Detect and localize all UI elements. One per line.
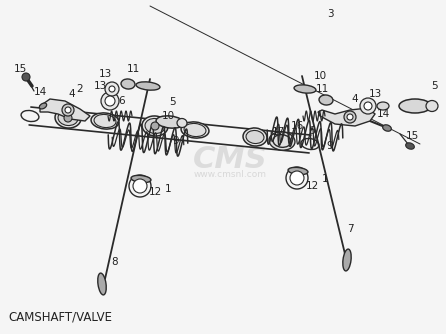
Ellipse shape [55,108,81,128]
Ellipse shape [94,115,116,128]
Ellipse shape [399,99,431,113]
Ellipse shape [131,175,151,183]
Text: 12: 12 [149,187,161,197]
Text: 13: 13 [99,69,112,79]
Text: 12: 12 [306,181,318,191]
Polygon shape [318,108,375,126]
Text: 3: 3 [326,9,333,19]
Ellipse shape [319,95,333,105]
Ellipse shape [243,128,267,146]
Text: 4: 4 [352,94,358,104]
Ellipse shape [98,273,106,295]
Text: 16: 16 [290,121,304,131]
Text: 9: 9 [173,136,179,146]
Circle shape [364,102,372,110]
Circle shape [105,82,119,96]
Circle shape [347,114,353,120]
Ellipse shape [426,101,438,112]
Text: 7: 7 [347,224,353,234]
Ellipse shape [406,143,414,149]
Circle shape [101,92,119,110]
Text: 1: 1 [165,184,171,194]
Ellipse shape [294,85,316,93]
Circle shape [109,86,115,92]
Circle shape [105,96,115,106]
Ellipse shape [343,249,351,271]
Text: 14: 14 [376,109,390,119]
Text: 15: 15 [405,131,419,141]
Circle shape [133,179,147,193]
Circle shape [344,111,356,123]
Text: www.cmsnl.com: www.cmsnl.com [194,169,267,178]
Ellipse shape [177,119,187,128]
Text: 13: 13 [368,89,382,99]
Text: 1: 1 [322,174,328,184]
Text: CMS: CMS [193,145,267,173]
Ellipse shape [91,113,119,129]
Circle shape [64,114,72,122]
Ellipse shape [145,119,165,134]
Text: 5: 5 [432,81,438,91]
Text: 9: 9 [326,141,333,151]
Ellipse shape [39,103,47,109]
Text: 11: 11 [315,84,329,94]
Ellipse shape [383,125,391,131]
Circle shape [62,104,74,116]
Ellipse shape [136,82,160,90]
Text: 6: 6 [309,126,315,136]
Text: 14: 14 [33,87,47,97]
Ellipse shape [184,124,206,137]
Circle shape [151,122,159,130]
Ellipse shape [269,132,295,150]
Circle shape [360,98,376,114]
Text: CAMSHAFT/VALVE: CAMSHAFT/VALVE [8,311,112,324]
Ellipse shape [58,111,78,126]
Ellipse shape [288,167,308,175]
Ellipse shape [121,79,135,89]
Polygon shape [40,99,90,121]
Circle shape [22,73,30,81]
Text: 10: 10 [314,71,326,81]
Circle shape [290,171,304,185]
Ellipse shape [156,116,184,128]
Ellipse shape [273,135,291,147]
Ellipse shape [181,122,209,138]
Text: 4: 4 [69,89,75,99]
Circle shape [65,107,71,113]
Text: 11: 11 [126,64,140,74]
Ellipse shape [246,131,264,144]
Ellipse shape [377,102,389,110]
Ellipse shape [142,116,168,136]
Text: 10: 10 [161,111,174,121]
Text: 17: 17 [271,127,285,137]
Text: 6: 6 [119,96,125,106]
Text: 15: 15 [13,64,27,74]
Text: 5: 5 [169,97,175,107]
Text: 2: 2 [77,84,83,94]
Text: 8: 8 [112,257,118,267]
Text: 13: 13 [93,81,107,91]
